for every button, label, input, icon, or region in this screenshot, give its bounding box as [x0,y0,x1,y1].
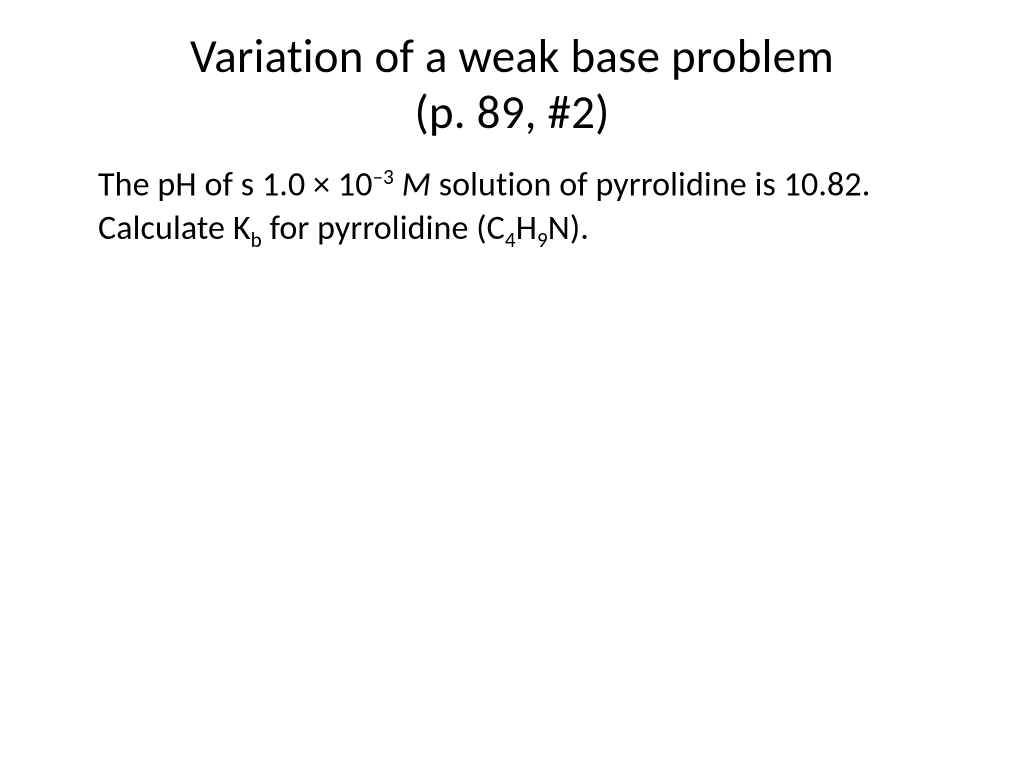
slide: Variation of a weak base problem (p. 89,… [0,0,1024,768]
slide-body: The pH of s 1.0 × 10–3 M solution of pyr… [60,163,964,254]
exponent: –3 [373,164,394,190]
body-text-4: for pyrrolidine (C [262,208,505,249]
c-subscript: 4 [505,227,516,253]
body-text-5: H [516,208,537,249]
h-subscript: 9 [537,227,548,253]
slide-title: Variation of a weak base problem (p. 89,… [60,28,964,141]
body-text-2 [394,164,402,205]
title-line-2: (p. 89, #2) [414,83,609,141]
kb-subscript: b [251,227,262,253]
body-text-1: The pH of s 1.0 × 10 [98,164,373,205]
title-line-1: Variation of a weak base problem [190,27,834,85]
body-text-6: N). [548,208,589,249]
molarity-symbol: M [402,164,431,205]
